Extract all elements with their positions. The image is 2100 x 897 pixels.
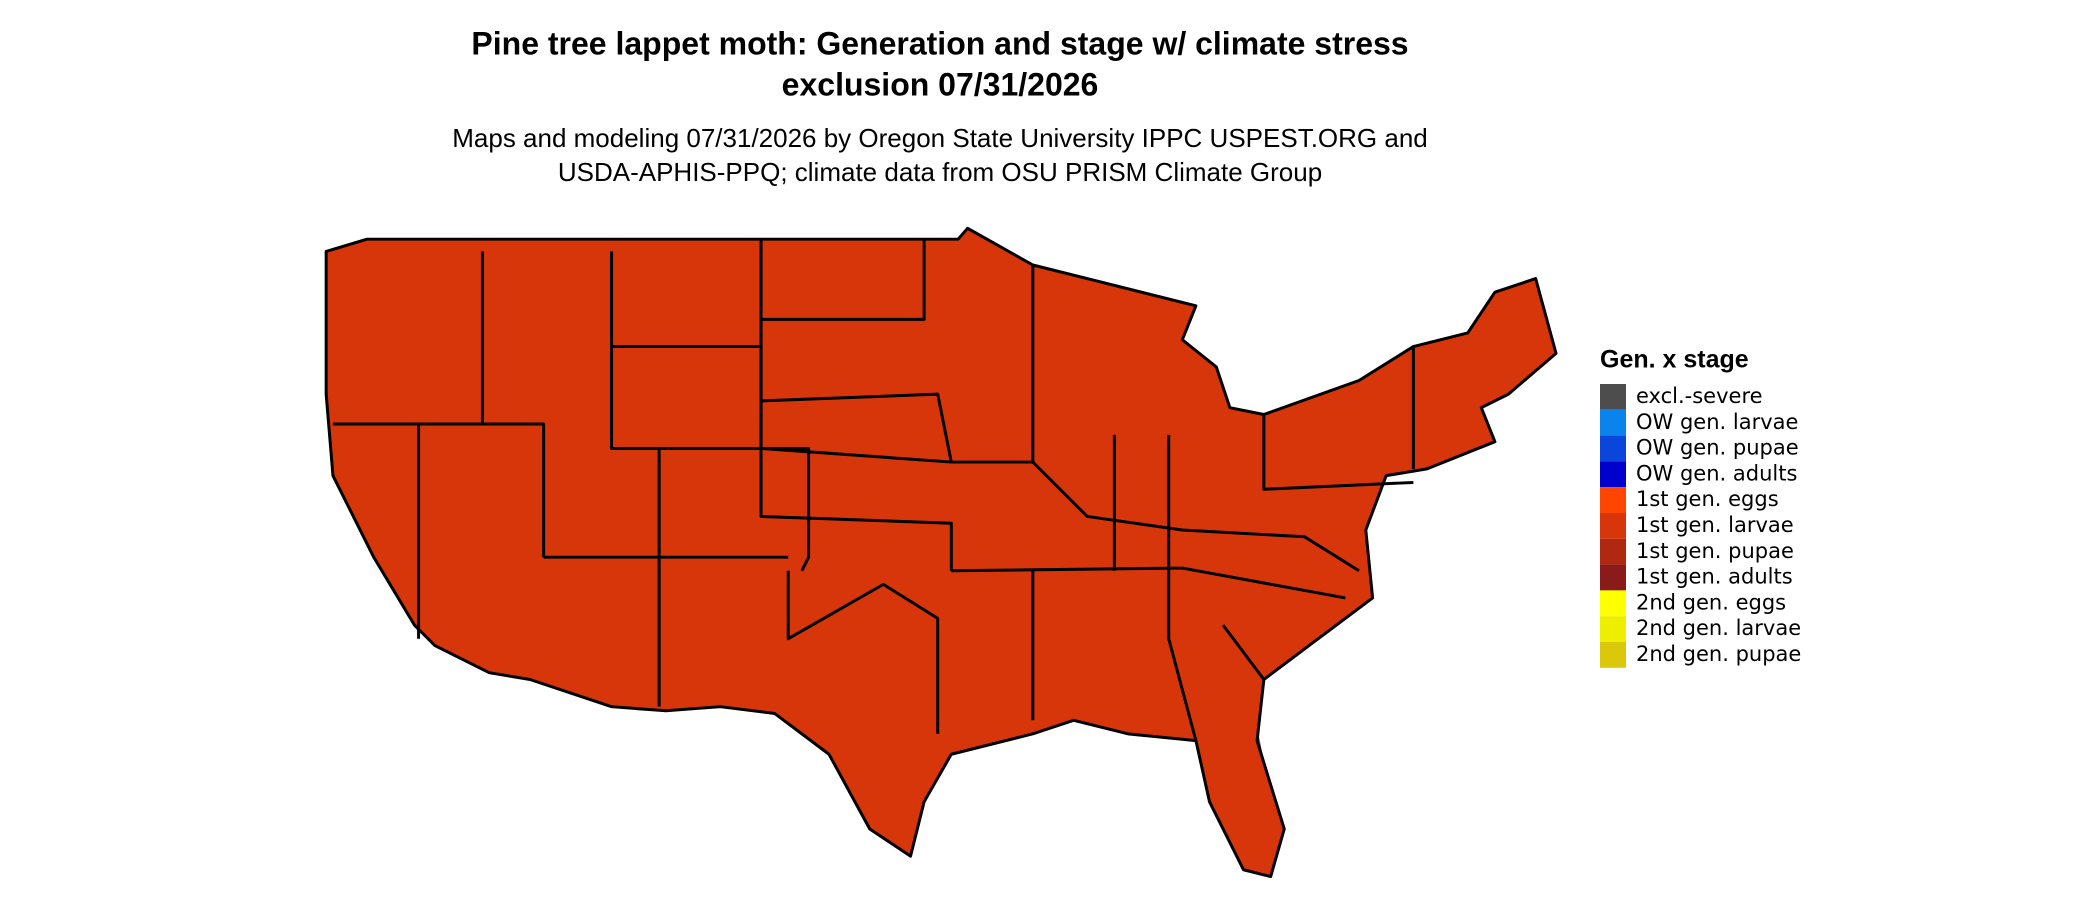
legend-label: excl.-severe <box>1636 384 1763 408</box>
legend-label: OW gen. pupae <box>1636 436 1799 460</box>
legend-swatch <box>1600 564 1626 591</box>
us-map <box>324 226 1558 879</box>
legend-label: OW gen. adults <box>1636 461 1797 485</box>
legend-label: 1st gen. eggs <box>1636 487 1779 511</box>
legend-swatch <box>1600 590 1626 617</box>
legend-title: Gen. x stage <box>1600 346 1749 374</box>
legend-swatch <box>1600 513 1626 539</box>
legend-swatch <box>1600 384 1626 410</box>
legend-swatch <box>1600 435 1626 462</box>
legend-label: 2nd gen. eggs <box>1636 590 1786 614</box>
legend-swatch <box>1600 487 1626 513</box>
legend-label: 1st gen. larvae <box>1636 513 1794 537</box>
subtitle: USDA-APHIS-PPQ; climate data from OSU PR… <box>558 157 1322 187</box>
legend-swatch <box>1600 642 1626 668</box>
legend-swatch <box>1600 616 1626 642</box>
legend-label: OW gen. larvae <box>1636 410 1798 434</box>
legend-swatch <box>1600 538 1626 565</box>
legend-label: 2nd gen. larvae <box>1636 616 1801 640</box>
legend-label: 2nd gen. pupae <box>1636 642 1801 666</box>
legend-swatch <box>1600 461 1626 488</box>
state-borders <box>324 226 1558 879</box>
title: Pine tree lappet moth: Generation and st… <box>471 25 1408 61</box>
subtitle: Maps and modeling 07/31/2026 by Oregon S… <box>452 123 1428 153</box>
legend-swatch <box>1600 409 1626 436</box>
legend-label: 1st gen. pupae <box>1636 539 1794 563</box>
title: exclusion 07/31/2026 <box>782 66 1099 102</box>
legend-label: 1st gen. adults <box>1636 565 1793 589</box>
